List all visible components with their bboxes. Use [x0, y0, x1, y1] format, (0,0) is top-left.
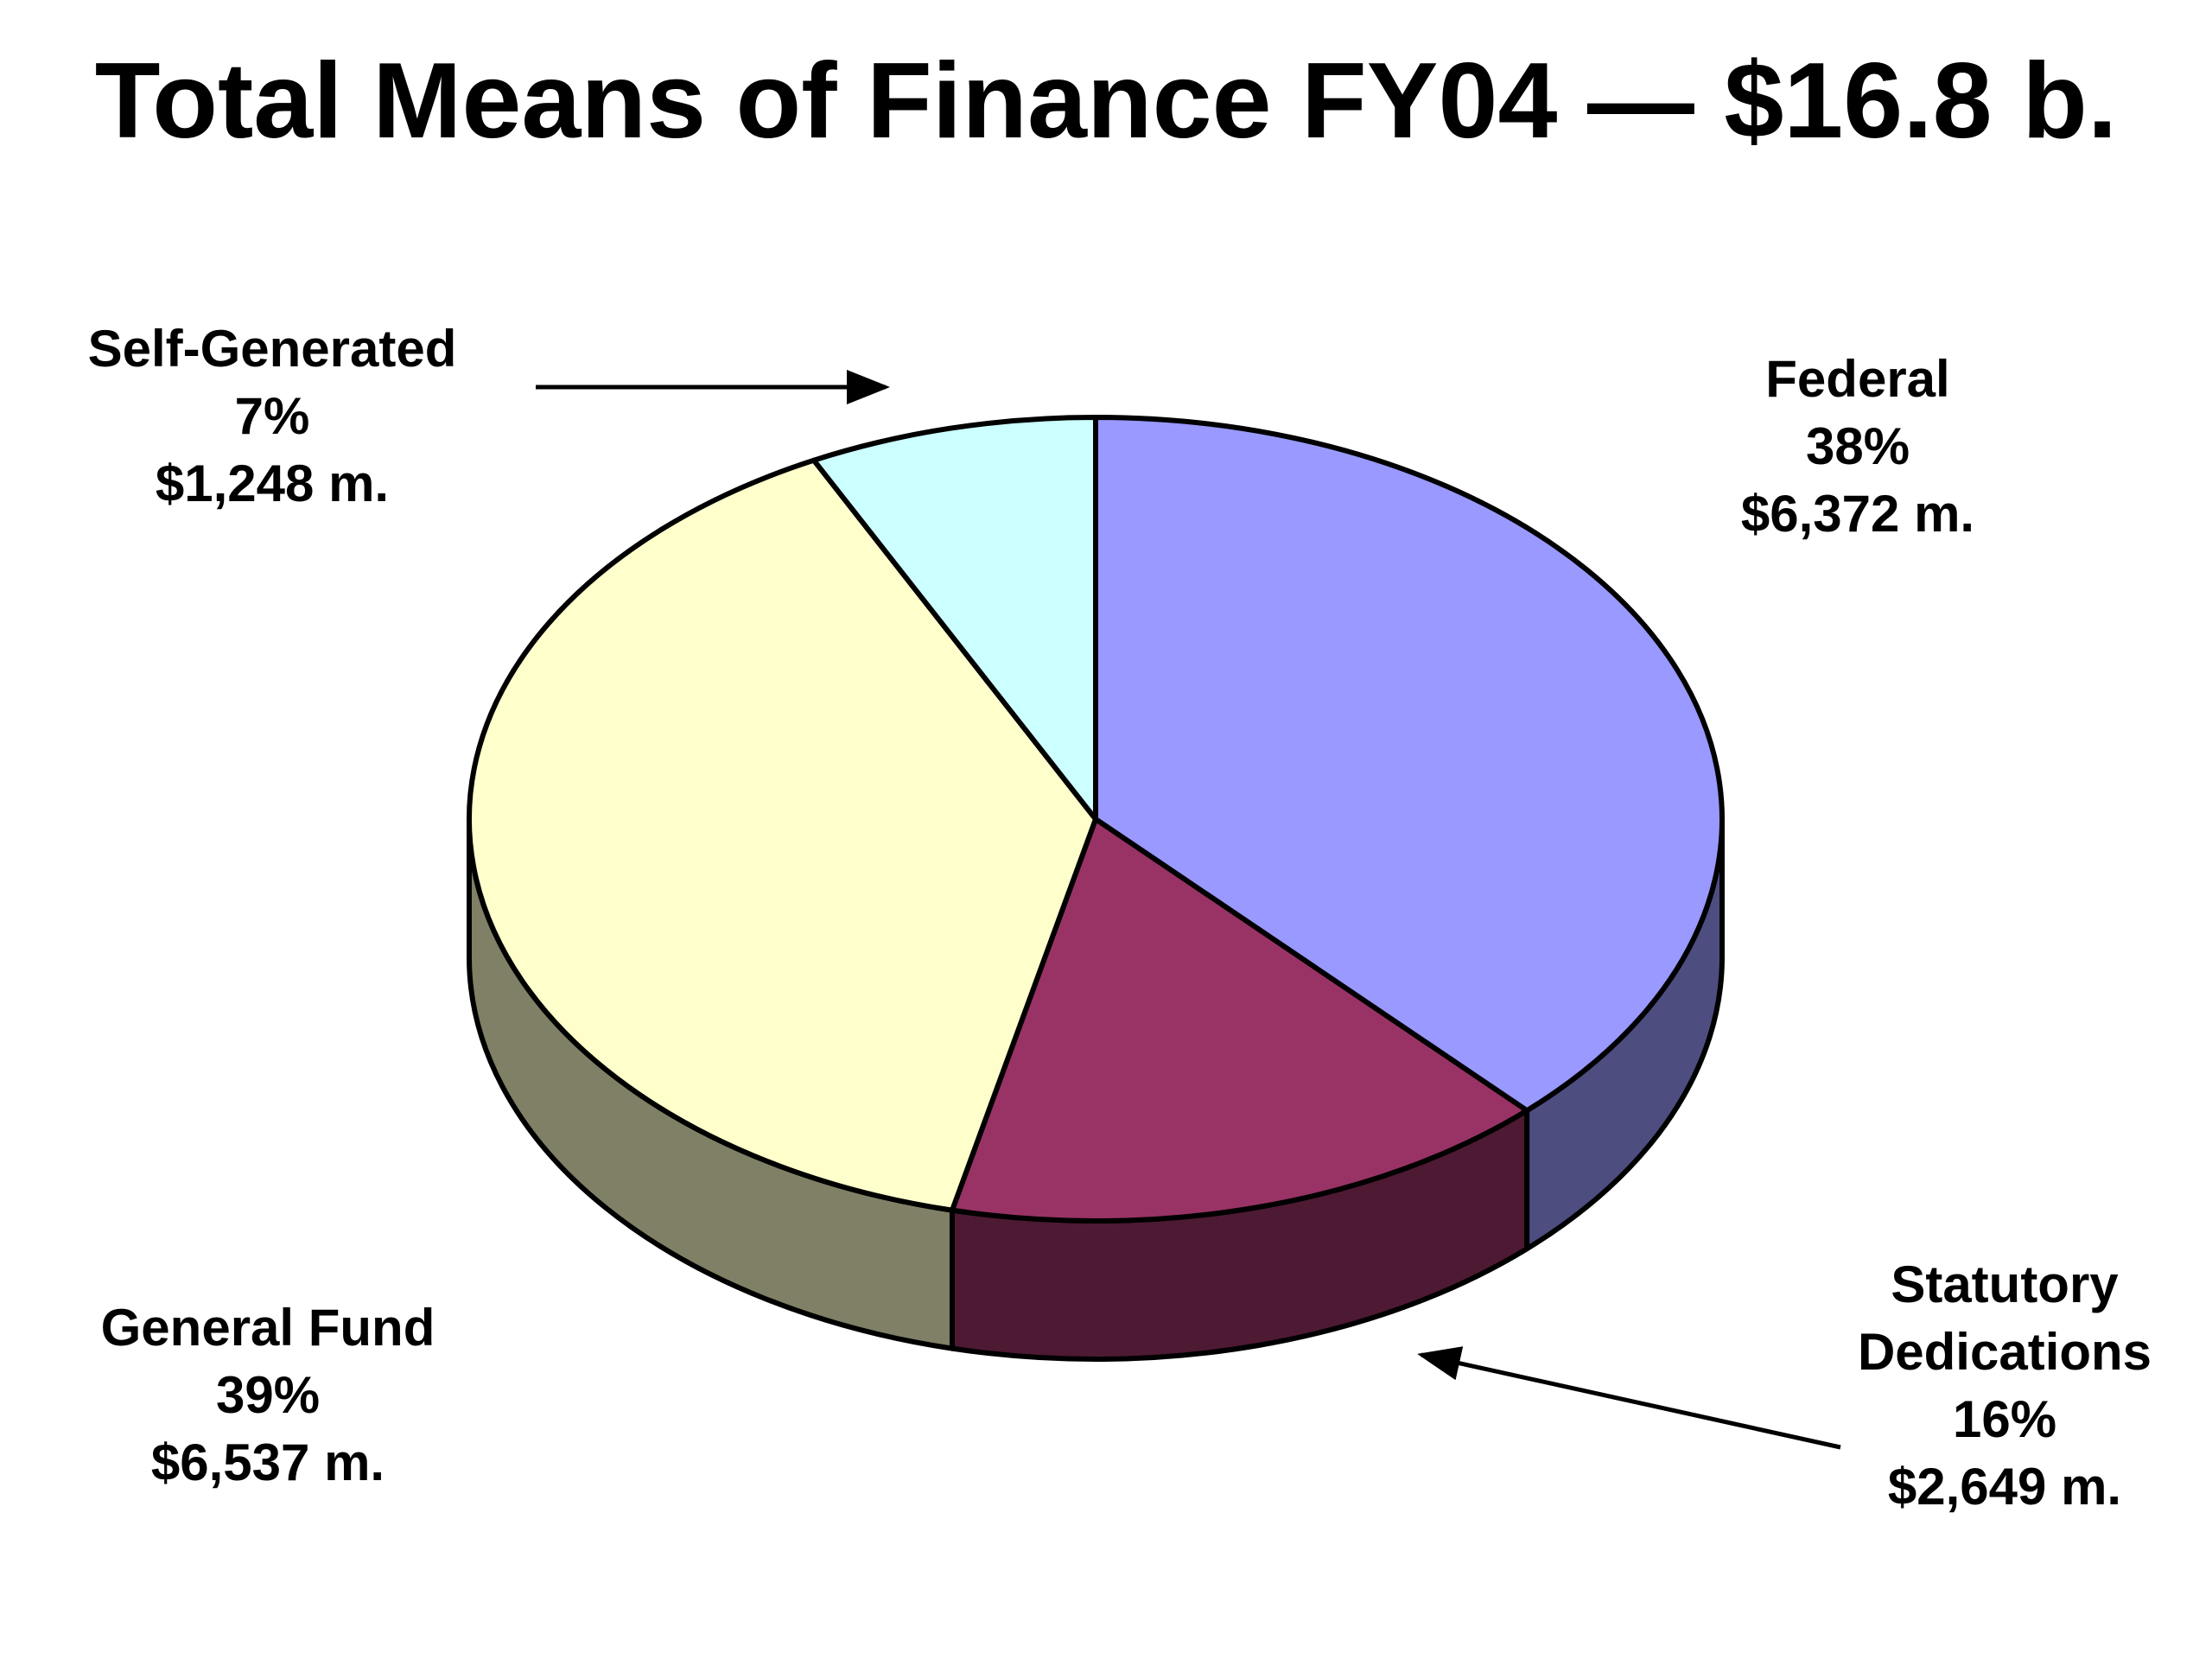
slice-self-generated — [810, 415, 1098, 822]
label-self-generated-percent: 7% — [234, 387, 310, 445]
label-general-fund: General Fund 39% $6,537 m. — [43, 1294, 493, 1497]
slice-federal — [1093, 415, 1725, 1114]
label-general-fund-amount: $6,537 m. — [150, 1433, 385, 1491]
label-federal-amount: $6,372 m. — [1740, 485, 1975, 543]
slice-general-fund — [467, 457, 1098, 1213]
label-statutory-name-line2: Dedications — [1857, 1323, 2152, 1381]
arrow-statutory-dedications — [1417, 1346, 1841, 1450]
label-federal-percent: 38% — [1805, 417, 1910, 475]
label-statutory-dedications: Statutory Dedications 16% $2,649 m. — [1797, 1251, 2212, 1521]
label-general-fund-percent: 39% — [215, 1366, 321, 1424]
label-self-generated-name: Self-Generated — [87, 320, 457, 378]
label-self-generated-amount: $1,248 m. — [155, 454, 390, 512]
slice-statutory-dedications — [949, 817, 1530, 1224]
label-statutory-percent: 16% — [1952, 1390, 2057, 1448]
label-federal: Federal 38% $6,372 m. — [1668, 346, 2048, 548]
label-federal-name: Federal — [1765, 350, 1950, 408]
chart-title: Total Means of Finance FY04 — $16.8 b. — [94, 41, 2118, 161]
label-general-fund-name: General Fund — [100, 1299, 435, 1357]
label-statutory-name-line1: Statutory — [1891, 1255, 2119, 1313]
label-statutory-amount: $2,649 m. — [1887, 1458, 2122, 1516]
label-self-generated: Self-Generated 7% $1,248 m. — [48, 315, 497, 518]
